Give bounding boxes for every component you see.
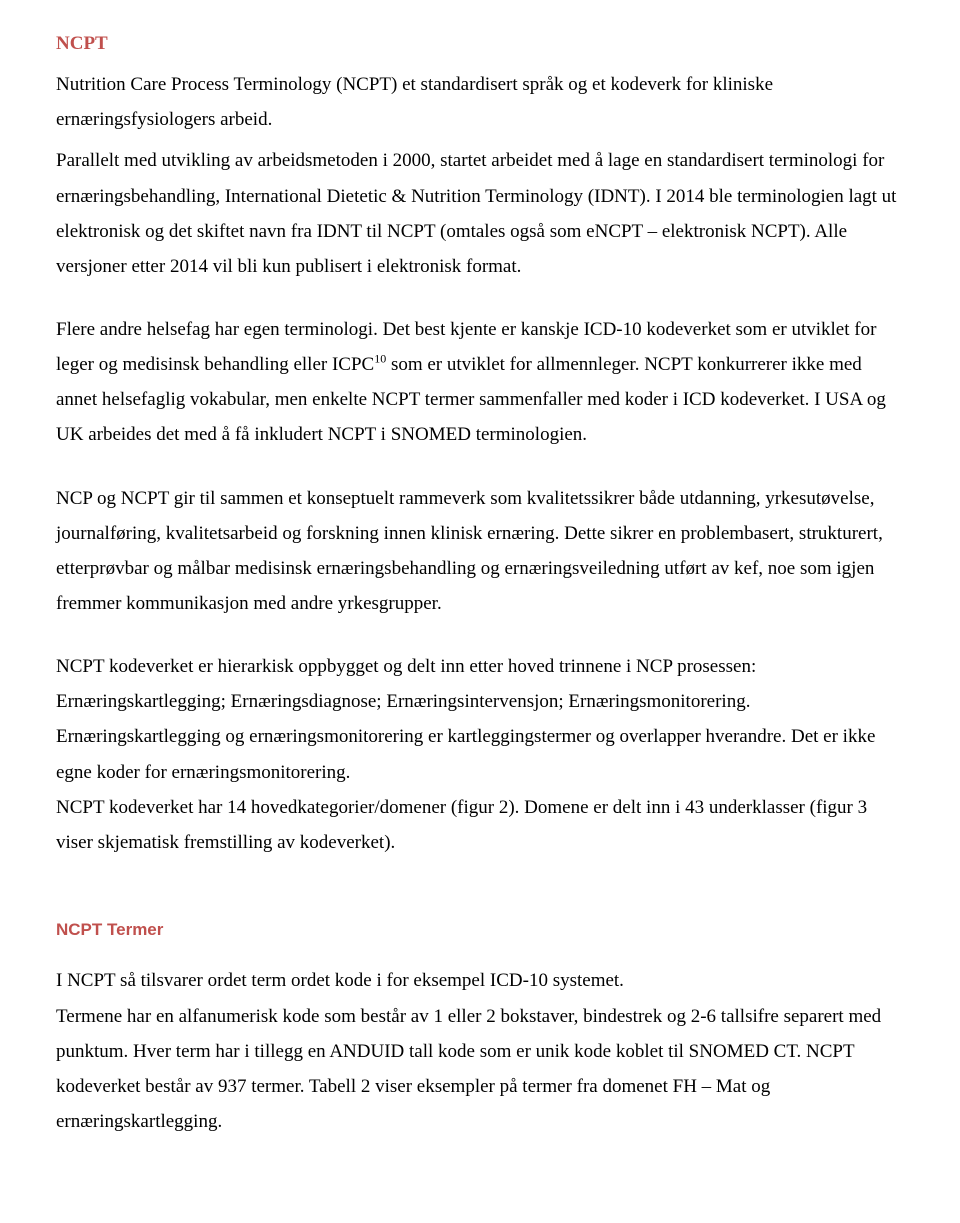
paragraph-term-structure: Termene har en alfanumerisk kode som bes… bbox=[56, 999, 904, 1140]
footnote-10: 10 bbox=[374, 352, 386, 366]
paragraph-framework: NCP og NCPT gir til sammen et konseptuel… bbox=[56, 481, 904, 622]
paragraph-other-terminology: Flere andre helsefag har egen terminolog… bbox=[56, 312, 904, 453]
paragraph-hierarchy: NCPT kodeverket er hierarkisk oppbygget … bbox=[56, 649, 904, 790]
section-heading-ncpt-termer: NCPT Termer bbox=[56, 914, 904, 945]
paragraph-history: Parallelt med utvikling av arbeidsmetode… bbox=[56, 143, 904, 284]
paragraph-categories: NCPT kodeverket har 14 hovedkategorier/d… bbox=[56, 790, 904, 860]
paragraph-term-def: I NCPT så tilsvarer ordet term ordet kod… bbox=[56, 963, 904, 998]
paragraph-intro: Nutrition Care Process Terminology (NCPT… bbox=[56, 67, 904, 137]
section-heading-ncpt: NCPT bbox=[56, 26, 904, 61]
document-page: NCPT Nutrition Care Process Terminology … bbox=[0, 0, 960, 1223]
